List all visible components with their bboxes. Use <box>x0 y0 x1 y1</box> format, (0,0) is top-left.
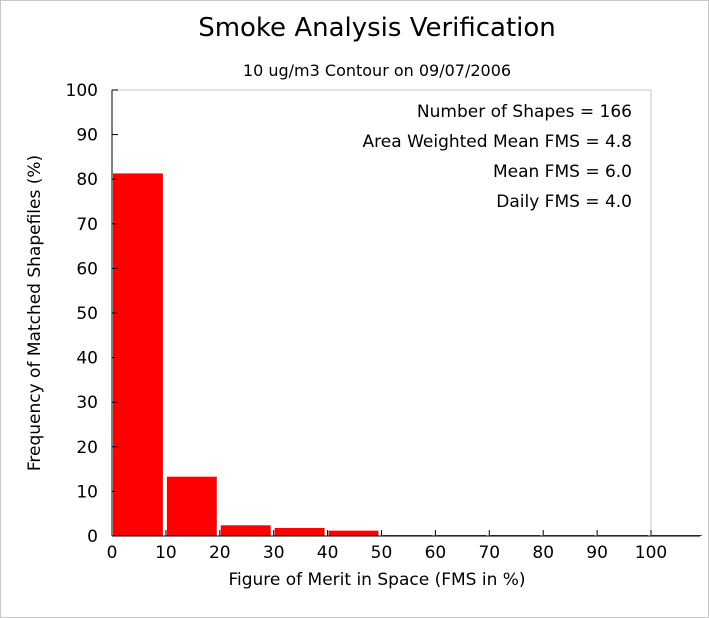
y-tick-label: 80 <box>76 170 98 190</box>
x-tick-label: 100 <box>635 543 667 563</box>
y-tick-label: 30 <box>76 393 98 413</box>
x-tick-label: 70 <box>478 543 500 563</box>
y-tick-label: 50 <box>76 304 98 324</box>
plot-area-border <box>111 89 652 537</box>
x-tick-label: 10 <box>155 543 177 563</box>
chart-title: Smoke Analysis Verification <box>198 13 556 43</box>
y-ticks-group: 0 10 20 30 40 50 60 70 80 90 100 <box>66 81 118 547</box>
stat-number-of-shapes: Number of Shapes = 166 <box>417 102 632 122</box>
y-tick-label: 0 <box>87 527 98 547</box>
y-tick-label: 10 <box>76 482 98 502</box>
histogram-bar-40-50 <box>328 530 379 536</box>
x-ticks-group: 0 10 20 30 40 50 60 70 80 90 100 <box>107 530 667 563</box>
bars-group <box>113 173 702 537</box>
y-tick-label: 20 <box>76 438 98 458</box>
chart-subtitle: 10 ug/m3 Contour on 09/07/2006 <box>243 61 511 80</box>
x-tick-label: 20 <box>209 543 231 563</box>
stat-daily-fms: Daily FMS = 4.0 <box>496 192 632 212</box>
stats-annotations: Number of Shapes = 166 Area Weighted Mea… <box>363 102 632 212</box>
y-axis-label: Frequency of Matched Shapefiles (%) <box>25 155 45 471</box>
x-tick-label: 40 <box>317 543 339 563</box>
histogram-bar-30-40 <box>274 527 325 536</box>
x-tick-label: 0 <box>107 543 118 563</box>
histogram-bar-0-10 <box>113 173 163 537</box>
y-tick-label: 70 <box>76 215 98 235</box>
x-tick-label: 60 <box>425 543 447 563</box>
histogram-bar-10-20 <box>166 476 217 536</box>
x-tick-label: 80 <box>532 543 554 563</box>
x-tick-label: 90 <box>586 543 608 563</box>
stat-area-weighted-mean-fms: Area Weighted Mean FMS = 4.8 <box>363 132 632 152</box>
y-tick-label: 90 <box>76 126 98 146</box>
x-tick-label: 30 <box>263 543 285 563</box>
histogram-bar-20-30 <box>220 525 271 536</box>
x-tick-label: 50 <box>371 543 393 563</box>
y-tick-label: 60 <box>76 259 98 279</box>
stat-mean-fms: Mean FMS = 6.0 <box>493 162 632 182</box>
y-tick-label: 100 <box>66 81 98 101</box>
x-axis-label: Figure of Merit in Space (FMS in %) <box>228 570 525 590</box>
y-tick-label: 40 <box>76 349 98 369</box>
